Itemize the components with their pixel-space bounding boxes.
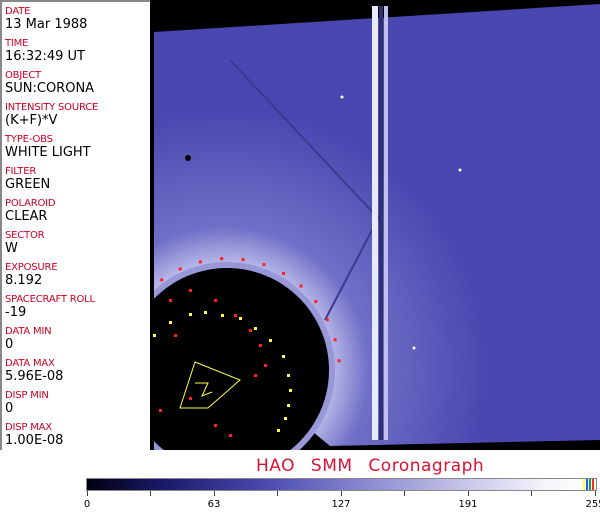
field-label: POLAROID (5, 198, 56, 209)
colorbar-tick (595, 491, 596, 496)
colorbar-tick (214, 491, 215, 496)
marker (287, 374, 290, 377)
marker (333, 338, 337, 342)
field-value: WHITE LIGHT (5, 145, 91, 160)
colorbar-tick-label: 127 (331, 499, 351, 510)
field-label: FILTER (5, 166, 37, 177)
marker (249, 329, 252, 332)
bright-stripe (372, 6, 378, 440)
field-label: SECTOR (5, 230, 45, 241)
field-value: GREEN (5, 177, 51, 192)
marker (259, 344, 262, 347)
marker (254, 374, 257, 377)
colorbar-minor-tick (404, 491, 405, 496)
field-label: EXPOSURE (5, 262, 58, 273)
marker (214, 424, 217, 427)
field-label: TIME (5, 38, 29, 49)
marker (269, 339, 272, 342)
field-value: 8.192 (5, 273, 43, 288)
marker (287, 404, 290, 407)
dark-spot (185, 155, 191, 161)
field-label: DATE (5, 6, 31, 17)
field-value: (K+F)*V (5, 113, 58, 128)
streak (229, 59, 381, 221)
colorbar-tick-label: 0 (83, 499, 91, 510)
marker (153, 334, 156, 337)
coronagraph-image (150, 0, 600, 450)
marker (174, 334, 177, 337)
colorbar-minor-tick (277, 491, 278, 496)
colorbar-minor-tick (150, 491, 151, 496)
red-markers (159, 257, 341, 437)
metadata-panel: DATE 13 Mar 1988 TIME 16:32:49 UT OBJECT SUN:… (0, 0, 150, 450)
field-label: DATA MIN (5, 326, 52, 337)
marker (159, 409, 162, 412)
marker (337, 359, 341, 363)
marker (220, 257, 224, 261)
field-value: 0 (5, 337, 14, 352)
marker (160, 278, 164, 282)
field-value: 1.00E-08 (5, 433, 64, 448)
colorbar-tick (468, 491, 469, 496)
streak (324, 214, 381, 321)
marker (189, 397, 192, 400)
field-label: DATA MAX (5, 358, 55, 369)
marker (314, 300, 318, 304)
marker (241, 258, 245, 262)
instrument-title: HAO SMM Coronagraph (256, 456, 485, 476)
field-value: W (5, 241, 18, 256)
colorbar (86, 478, 597, 491)
marker (277, 429, 280, 432)
marker (234, 314, 237, 317)
field-label: DISP MAX (5, 422, 52, 433)
marker (229, 434, 232, 437)
marker (204, 311, 207, 314)
marker (264, 364, 267, 367)
field-value: SUN:CORONA (5, 81, 95, 96)
field-label: INTENSITY SOURCE (5, 102, 99, 113)
yellow-outline (179, 361, 241, 409)
marker (325, 318, 329, 322)
colorbar-minor-tick (531, 491, 532, 496)
marker (214, 299, 217, 302)
colorbar-tick-label: 191 (458, 499, 478, 510)
marker (262, 263, 266, 267)
field-label: TYPE-OBS (5, 134, 53, 145)
yellow-markers (153, 311, 292, 432)
marker (289, 389, 292, 392)
marker (178, 267, 182, 271)
colorbar-tick (87, 491, 88, 496)
colorbar-tick-label: 255 (585, 499, 600, 510)
stripe-gap (379, 6, 383, 440)
marker (282, 272, 285, 276)
field-value: 5.96E-08 (5, 369, 64, 384)
marker (282, 355, 285, 358)
marker (169, 299, 172, 302)
field-value: -19 (5, 305, 27, 320)
field-label: DISP MIN (5, 390, 49, 401)
marker (189, 289, 192, 292)
marker (299, 284, 303, 288)
occulter-disk (150, 268, 329, 450)
field-value: CLEAR (5, 209, 48, 224)
field-label: OBJECT (5, 70, 41, 81)
bright-stripe (384, 6, 388, 440)
marker (239, 317, 242, 320)
marker (198, 260, 202, 264)
field-value: 16:32:49 UT (5, 49, 85, 64)
field-label: SPACECRAFT ROLL (5, 294, 95, 305)
colorbar-tick (341, 491, 342, 496)
marker (189, 313, 192, 316)
marker (254, 327, 257, 330)
marker (221, 314, 224, 317)
field-value: 0 (5, 401, 14, 416)
marker (284, 417, 287, 420)
colorbar-tick-label: 63 (207, 499, 221, 510)
marker (169, 321, 172, 324)
field-value: 13 Mar 1988 (5, 17, 88, 32)
